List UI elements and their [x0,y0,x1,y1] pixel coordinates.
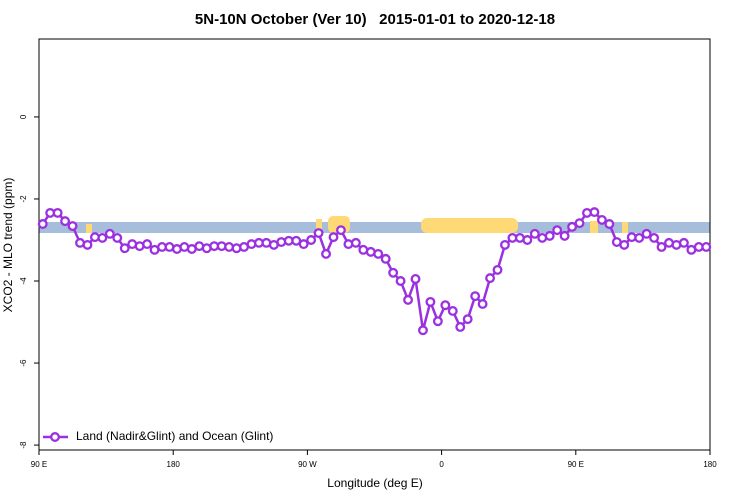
data-point [492,264,503,275]
data-point [321,248,331,259]
legend-marker [50,432,60,442]
data-point [500,239,510,250]
chart-title: 5N-10N October (Ver 10) 2015-01-01 to 20… [195,11,555,28]
data-point [60,216,71,227]
x-tick-label: 90 E [568,460,584,469]
land-patch [316,219,322,229]
data-point [82,239,93,250]
data-point [574,218,585,229]
legend-label: Land (Nadir&Glint) and Ocean (Glint) [76,429,273,443]
data-point [97,232,108,243]
data-point [276,237,287,247]
data-point [701,242,712,252]
data-point [649,232,660,243]
data-point [418,325,428,336]
land-patch [86,224,92,233]
data-point [529,228,540,239]
data-point [477,299,488,309]
data-point [328,232,339,243]
data-point [231,243,242,254]
data-point [52,207,63,218]
data-point [440,300,451,311]
land-patch [622,222,628,233]
y-tick-label: -2 [19,195,28,203]
data-point [298,239,309,250]
data-point [656,242,667,252]
data-point [559,230,570,241]
y-tick-label: 0 [19,114,28,119]
data-point [380,253,391,264]
data-point [604,219,615,229]
data-point [455,321,466,332]
data-point [522,235,533,245]
land-patch [590,221,598,233]
x-tick-label: 90 W [298,460,317,469]
data-point [589,207,600,218]
y-tick-label: -8 [19,441,28,449]
data-point [142,239,153,250]
x-tick-label: 180 [167,460,181,469]
data-point [246,239,257,250]
data-point [641,228,652,239]
y-tick-label: -4 [19,277,28,285]
data-point [395,276,406,286]
y-axis-label: XCO2 - MLO trend (ppm) [1,178,15,313]
data-point [67,221,78,231]
data-point [37,219,48,229]
data-point [336,225,346,236]
x-axis-label: Longitude (deg E) [327,476,422,490]
data-point [567,221,578,232]
data-point [462,314,473,325]
data-point [224,242,235,252]
data-point [678,237,689,248]
x-tick-label: 0 [439,460,444,469]
data-point [104,228,115,239]
data-point [596,214,607,225]
x-tick-label: 90 E [31,460,47,469]
data-point [634,232,645,243]
ocean-band [39,222,710,233]
land-patch [421,218,518,233]
data-point [403,294,413,305]
data-point [306,235,317,245]
data-point [544,230,555,241]
x-tick-label: 180 [703,460,717,469]
data-point [552,225,563,236]
data-point [350,237,361,248]
data-point [119,243,130,254]
data-point [112,232,123,243]
data-point [313,228,324,238]
data-point [619,239,630,250]
data-point [373,248,384,259]
data-point [388,267,399,278]
data-point [432,316,443,327]
data-point [485,273,496,284]
data-point [447,305,458,316]
data-point [410,274,421,284]
y-tick-label: -6 [19,359,28,367]
data-point [425,296,436,307]
data-point [470,291,481,302]
data-point [343,239,354,250]
